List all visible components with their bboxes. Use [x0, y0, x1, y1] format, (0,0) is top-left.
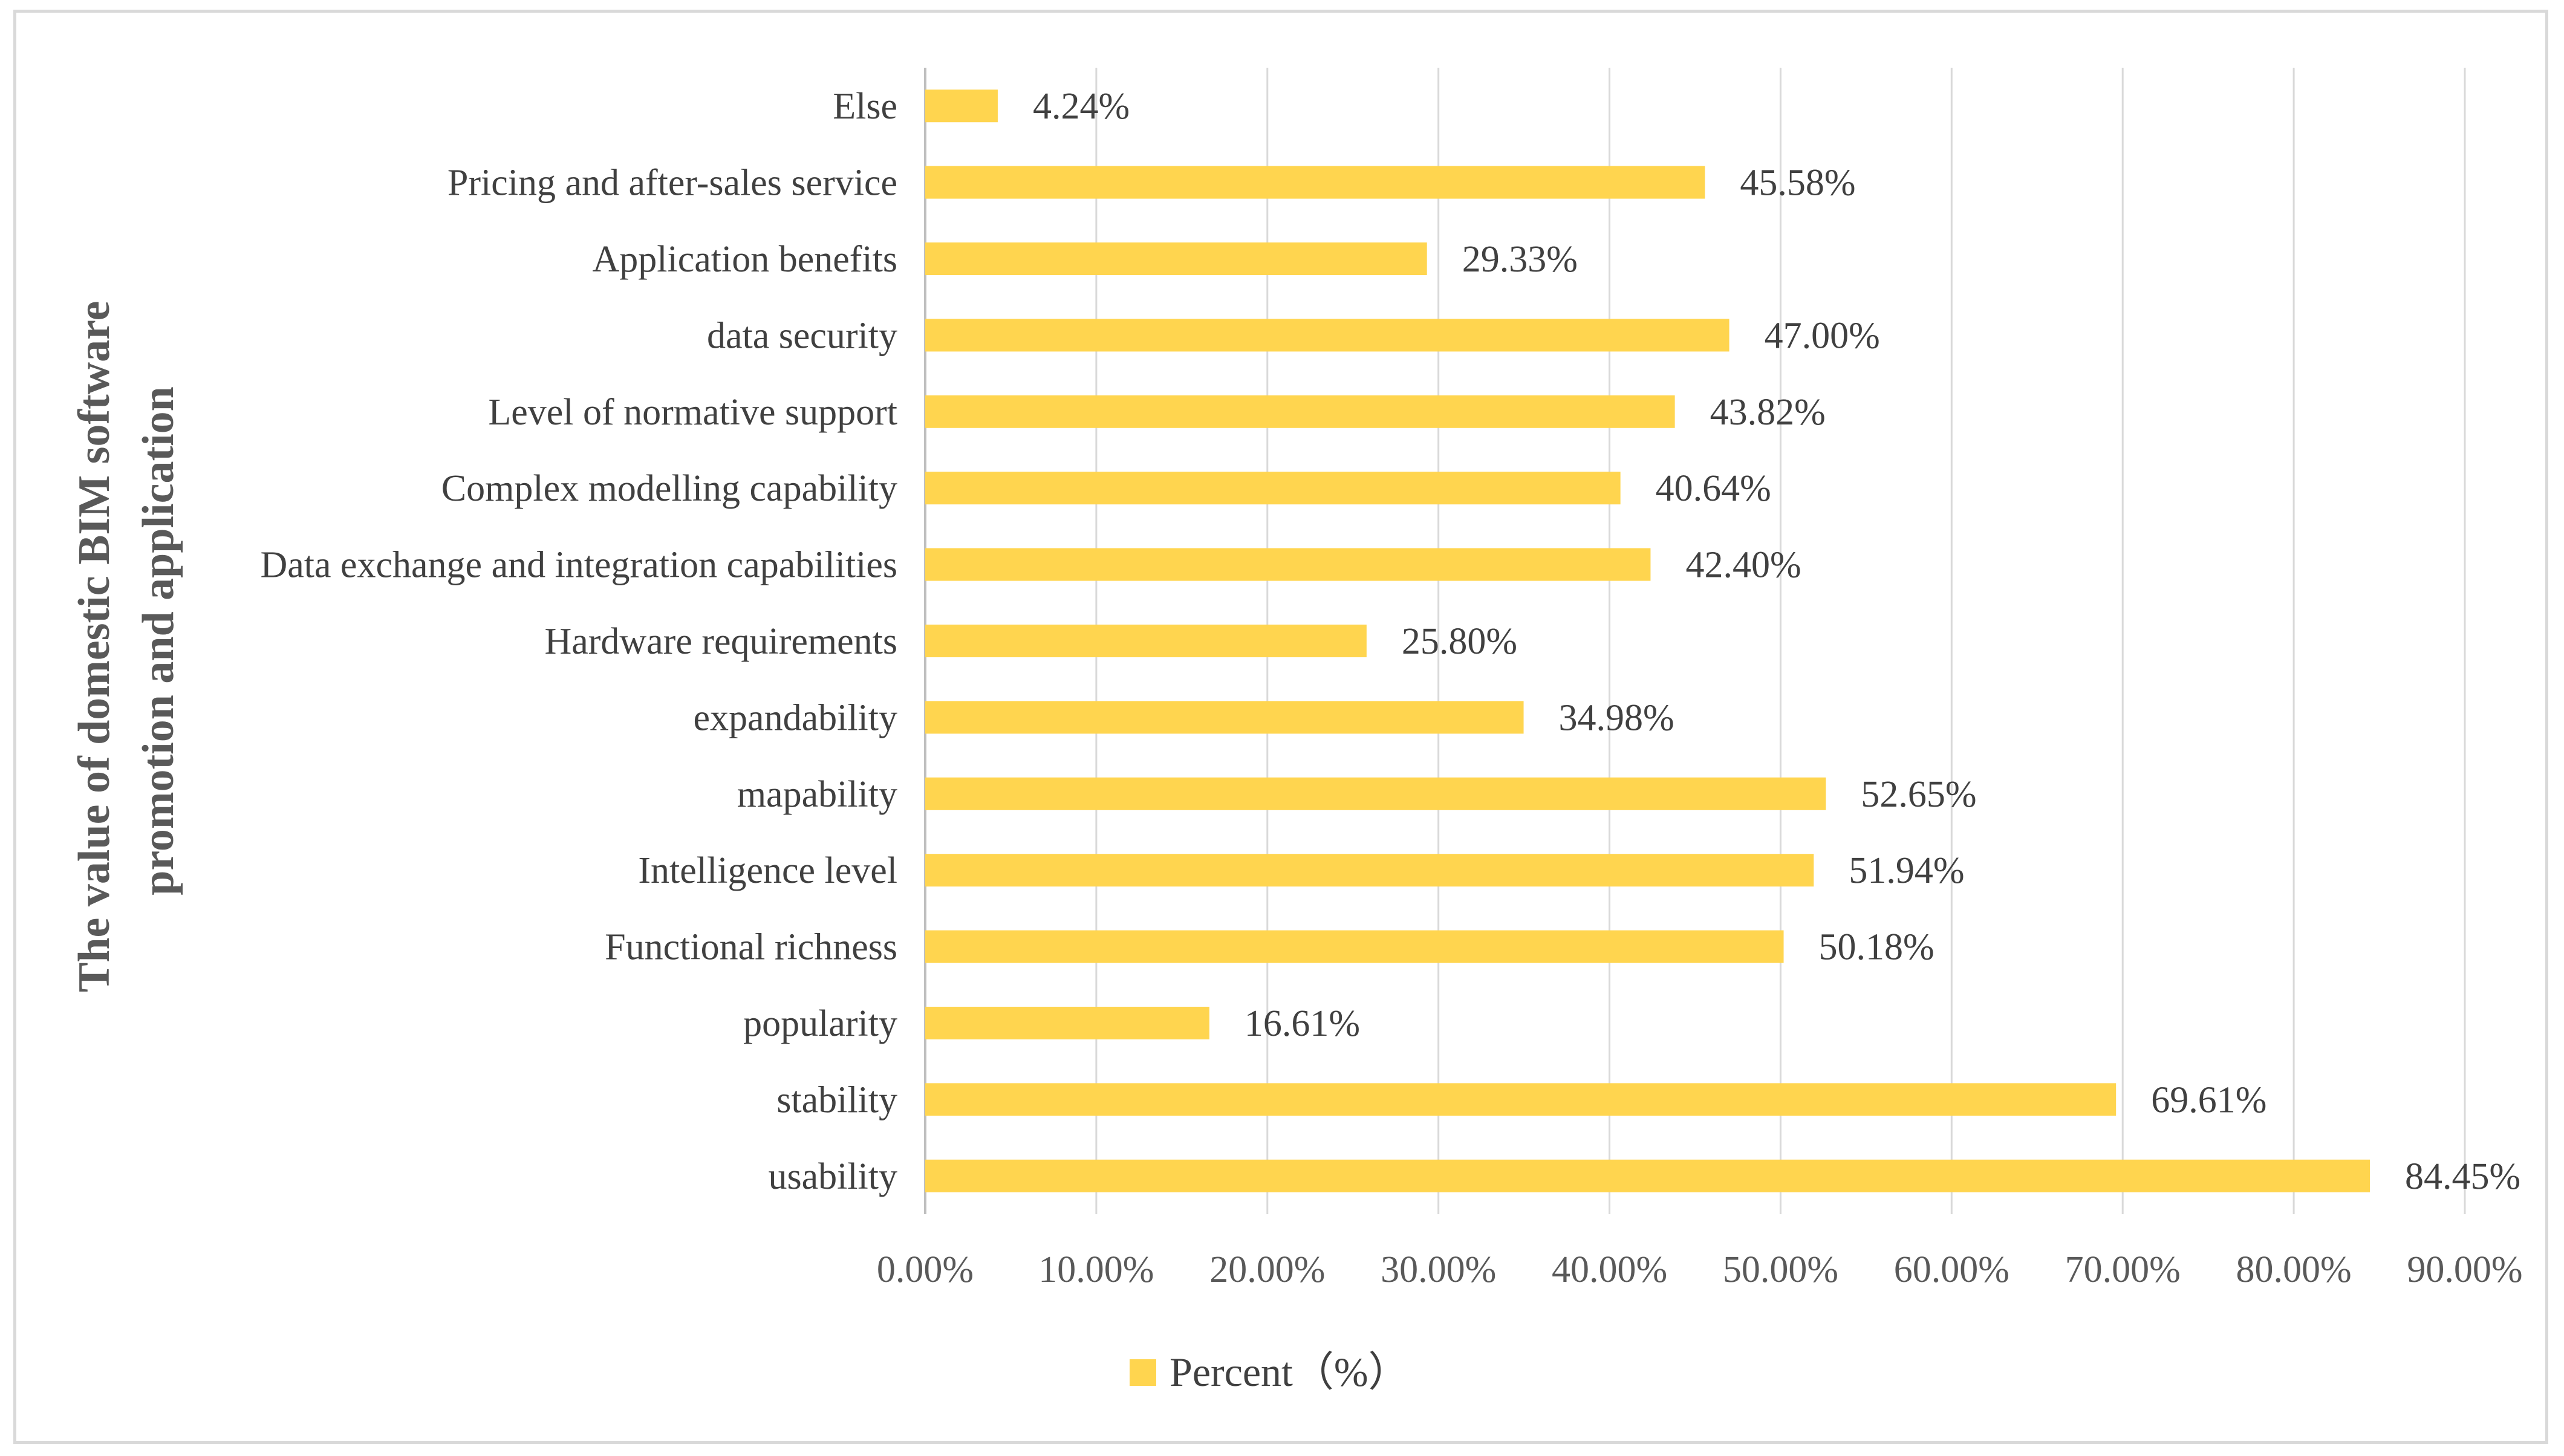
category-label: stability: [776, 1079, 897, 1120]
x-tick-label: 40.00%: [1552, 1249, 1667, 1290]
x-tick-label: 70.00%: [2065, 1249, 2181, 1290]
legend-swatch: [1130, 1359, 1156, 1386]
data-label: 43.82%: [1710, 392, 1826, 433]
y-axis-title: The value of domestic BIM software promo…: [70, 290, 183, 992]
data-label: 40.64%: [1656, 468, 1771, 509]
bar[interactable]: [925, 242, 1427, 275]
legend-label: Percent（%）: [1170, 1349, 1410, 1395]
category-label: expandability: [694, 697, 897, 738]
category-label: usability: [768, 1156, 897, 1197]
y-axis-title-line-1: The value of domestic BIM software: [70, 301, 119, 992]
x-tick-label: 90.00%: [2407, 1249, 2522, 1290]
x-axis-ticks: 0.00% 10.00% 20.00% 30.00% 40.00% 50.00% 60.00…: [877, 1249, 2523, 1290]
bar[interactable]: [925, 930, 1784, 963]
x-tick-label: 10.00%: [1038, 1249, 1154, 1290]
category-label: popularity: [743, 1003, 897, 1044]
bar[interactable]: [925, 548, 1651, 581]
x-tick-label: 0.00%: [877, 1249, 974, 1290]
x-tick-label: 50.00%: [1723, 1249, 1838, 1290]
bar[interactable]: [925, 1159, 2370, 1192]
x-tick-label: 60.00%: [1894, 1249, 2009, 1290]
data-label: 84.45%: [2405, 1156, 2520, 1197]
category-label: data security: [707, 315, 897, 356]
data-label: 4.24%: [1033, 86, 1130, 127]
data-labels: 84.45% 69.61% 16.61% 50.18% 51.94% 52.65% 34.9…: [1033, 86, 2520, 1197]
category-label: Intelligence level: [638, 850, 897, 891]
bar[interactable]: [925, 89, 998, 123]
category-label: mapability: [737, 774, 897, 815]
category-label: Application benefits: [593, 239, 897, 280]
category-label: Hardware requirements: [544, 621, 897, 662]
data-label: 29.33%: [1462, 239, 1578, 280]
category-label: Level of normative support: [488, 392, 897, 433]
bar[interactable]: [925, 1083, 2117, 1116]
data-label: 47.00%: [1765, 315, 1880, 356]
legend[interactable]: Percent（%）: [1130, 1349, 1410, 1395]
x-tick-label: 20.00%: [1209, 1249, 1325, 1290]
category-label: Complex modelling capability: [441, 468, 897, 509]
x-tick-label: 30.00%: [1381, 1249, 1496, 1290]
bar[interactable]: [925, 625, 1367, 657]
data-label: 69.61%: [2151, 1079, 2266, 1120]
category-labels: usability stability popularity Functional r…: [260, 86, 897, 1197]
bar[interactable]: [925, 395, 1675, 428]
category-label: Else: [833, 86, 897, 127]
data-label: 16.61%: [1245, 1003, 1360, 1044]
category-label: Data exchange and integration capabiliti…: [260, 545, 897, 586]
bar[interactable]: [925, 854, 1814, 887]
data-label: 51.94%: [1849, 850, 1964, 891]
data-label: 34.98%: [1559, 697, 1674, 738]
bar[interactable]: [925, 777, 1826, 810]
x-tick-label: 80.00%: [2236, 1249, 2352, 1290]
bar[interactable]: [925, 319, 1729, 352]
data-label: 42.40%: [1685, 545, 1801, 586]
bar[interactable]: [925, 166, 1705, 199]
data-label: 52.65%: [1861, 774, 1976, 815]
category-label: Functional richness: [605, 927, 897, 968]
y-axis-title-line-2: promotion and application: [134, 386, 183, 895]
bar[interactable]: [925, 701, 1524, 734]
category-label: Pricing and after-sales service: [447, 163, 897, 204]
data-label: 45.58%: [1740, 163, 1855, 204]
bar[interactable]: [925, 472, 1621, 505]
bars: [925, 89, 2370, 1192]
bar[interactable]: [925, 1007, 1209, 1039]
data-label: 50.18%: [1819, 927, 1934, 968]
data-label: 25.80%: [1402, 621, 1517, 662]
